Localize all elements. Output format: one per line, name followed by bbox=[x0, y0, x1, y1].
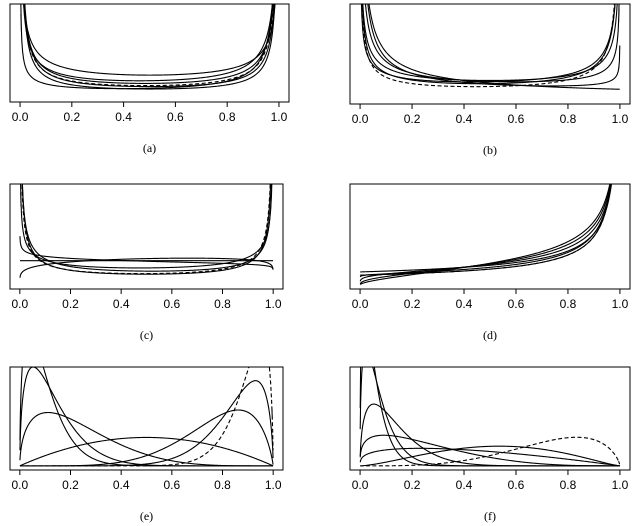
panel-c-frame bbox=[9, 183, 284, 290]
panel-a-series-3 bbox=[23, 4, 274, 84]
panel-d-series-3 bbox=[359, 184, 612, 282]
panel-b-xtick-label: 0.8 bbox=[560, 112, 577, 126]
panel-d-frame bbox=[349, 183, 631, 290]
panel-b-curves bbox=[360, 4, 621, 90]
panel-b-xtick-label: 0.2 bbox=[404, 112, 421, 126]
panel-d-xtick-label: 0.8 bbox=[560, 297, 577, 311]
panel-c-curves bbox=[19, 184, 274, 278]
panel-f-series-4 bbox=[359, 434, 620, 467]
panel-c-series-2 bbox=[21, 184, 273, 272]
panel-b-series-6 bbox=[360, 4, 616, 83]
panel-e-xtick-label: 0.8 bbox=[214, 478, 231, 492]
panel-f-xtick-label: 0.2 bbox=[404, 478, 421, 492]
panel-e-series-4 bbox=[19, 436, 274, 467]
panel-f-xtick-label: 0.4 bbox=[456, 478, 473, 492]
panel-a-xtick-label: 0.6 bbox=[167, 110, 184, 124]
panel-b-series-4 bbox=[362, 4, 618, 82]
panel-a-series-5 bbox=[23, 4, 276, 76]
panel-d: 0.0 0.2 0.4 0.6 0.8 1.0 (d) bbox=[349, 183, 631, 342]
panel-e: 0.0 0.2 0.4 0.6 0.8 1.0 (e) bbox=[9, 366, 284, 523]
panel-e-series-6 bbox=[19, 380, 274, 467]
panel-e-xtick-label: 0.0 bbox=[11, 478, 28, 492]
panel-b-series-2 bbox=[367, 4, 621, 87]
panel-f-xtick-label: 0.0 bbox=[352, 478, 369, 492]
panel-e-series-7 bbox=[19, 367, 274, 467]
panel-f-xtick-label: 0.6 bbox=[508, 478, 525, 492]
panel-e-xtick-label: 0.4 bbox=[113, 478, 130, 492]
panel-d-xtick-label: 0.6 bbox=[508, 297, 525, 311]
panel-e-xtick-label: 1.0 bbox=[265, 478, 282, 492]
panel-f-frame bbox=[349, 366, 631, 471]
panel-d-xtick-label: 0.4 bbox=[456, 297, 473, 311]
panel-c-xtick-label: 0.2 bbox=[62, 297, 79, 311]
panel-c-series-6 bbox=[19, 236, 274, 270]
panel-a-xtick-label: 0.8 bbox=[219, 110, 236, 124]
panel-b-xtick-label: 0.4 bbox=[456, 112, 473, 126]
panel-d-series-7 bbox=[360, 184, 612, 276]
panel-a-xtick-label: 0.2 bbox=[63, 110, 80, 124]
panel-a-series-6 bbox=[20, 4, 273, 90]
panel-b-series-3 bbox=[364, 4, 620, 83]
panel-a-caption: (a) bbox=[143, 141, 156, 155]
panel-b-xtick-label: 0.6 bbox=[508, 112, 525, 126]
panel-b-xtick-label: 1.0 bbox=[612, 112, 629, 126]
panel-a-frame bbox=[9, 3, 290, 103]
panel-d-series-5 bbox=[359, 184, 612, 278]
panel-c-caption: (c) bbox=[140, 328, 153, 342]
panel-e-xtick-label: 0.2 bbox=[62, 478, 79, 492]
panel-e-frame bbox=[9, 366, 284, 471]
panel-c-xtick-label: 0.0 bbox=[11, 297, 28, 311]
panel-e-curves bbox=[19, 367, 274, 467]
panel-f-series-6 bbox=[360, 445, 620, 467]
panel-f-curves bbox=[359, 367, 621, 467]
panel-b-series-7 bbox=[361, 4, 615, 88]
panel-f-xtick-label: 1.0 bbox=[612, 478, 629, 492]
panel-b: 0.0 0.2 0.4 0.6 0.8 1.0 (b) bbox=[349, 3, 631, 157]
panel-d-caption: (d) bbox=[483, 328, 497, 342]
panel-c-xtick-label: 1.0 bbox=[265, 297, 282, 311]
panel-a-series-7 bbox=[23, 4, 274, 87]
panel-c-xtick-label: 0.6 bbox=[163, 297, 180, 311]
panel-e-caption: (e) bbox=[140, 509, 153, 523]
panel-c-series-7 bbox=[21, 184, 271, 275]
panel-b-caption: (b) bbox=[483, 143, 497, 157]
panel-f: 0.0 0.2 0.4 0.6 0.8 1.0 (f) bbox=[349, 366, 631, 523]
panel-f-series-5 bbox=[359, 447, 620, 467]
panel-a: 0.0 0.2 0.4 0.6 0.8 1.0 (a) bbox=[9, 3, 290, 155]
panel-f-caption: (f) bbox=[484, 509, 496, 523]
panel-b-series-5 bbox=[361, 4, 616, 85]
panel-f-series-7 bbox=[360, 436, 621, 467]
panel-d-series-4 bbox=[360, 184, 613, 273]
panel-c: 0.0 0.2 0.4 0.6 0.8 1.0 (c) bbox=[9, 183, 284, 342]
panel-c-series-3 bbox=[21, 184, 272, 275]
panel-a-xtick-label: 0.0 bbox=[12, 110, 29, 124]
panel-c-xtick-label: 0.8 bbox=[214, 297, 231, 311]
panel-d-curves bbox=[359, 184, 613, 285]
panel-b-xtick-label: 0.0 bbox=[352, 112, 369, 126]
panel-e-xtick-label: 0.6 bbox=[163, 478, 180, 492]
panel-a-curves bbox=[20, 4, 276, 90]
panel-a-xtick-label: 1.0 bbox=[271, 110, 288, 124]
panel-a-series-4 bbox=[23, 4, 273, 82]
panel-b-frame bbox=[349, 3, 631, 105]
panel-e-series-1 bbox=[19, 367, 274, 467]
panel-c-xtick-label: 0.4 bbox=[113, 297, 130, 311]
panel-e-series-3 bbox=[19, 411, 274, 467]
panel-d-xtick-label: 0.2 bbox=[404, 297, 421, 311]
panel-f-xtick-label: 0.8 bbox=[560, 478, 577, 492]
panel-a-series-1 bbox=[23, 4, 276, 90]
panel-d-xtick-label: 1.0 bbox=[612, 297, 629, 311]
panel-a-xtick-label: 0.4 bbox=[115, 110, 132, 124]
panel-c-series-4 bbox=[20, 184, 273, 269]
panel-d-xtick-label: 0.0 bbox=[352, 297, 369, 311]
panel-c-series-5 bbox=[19, 257, 274, 278]
